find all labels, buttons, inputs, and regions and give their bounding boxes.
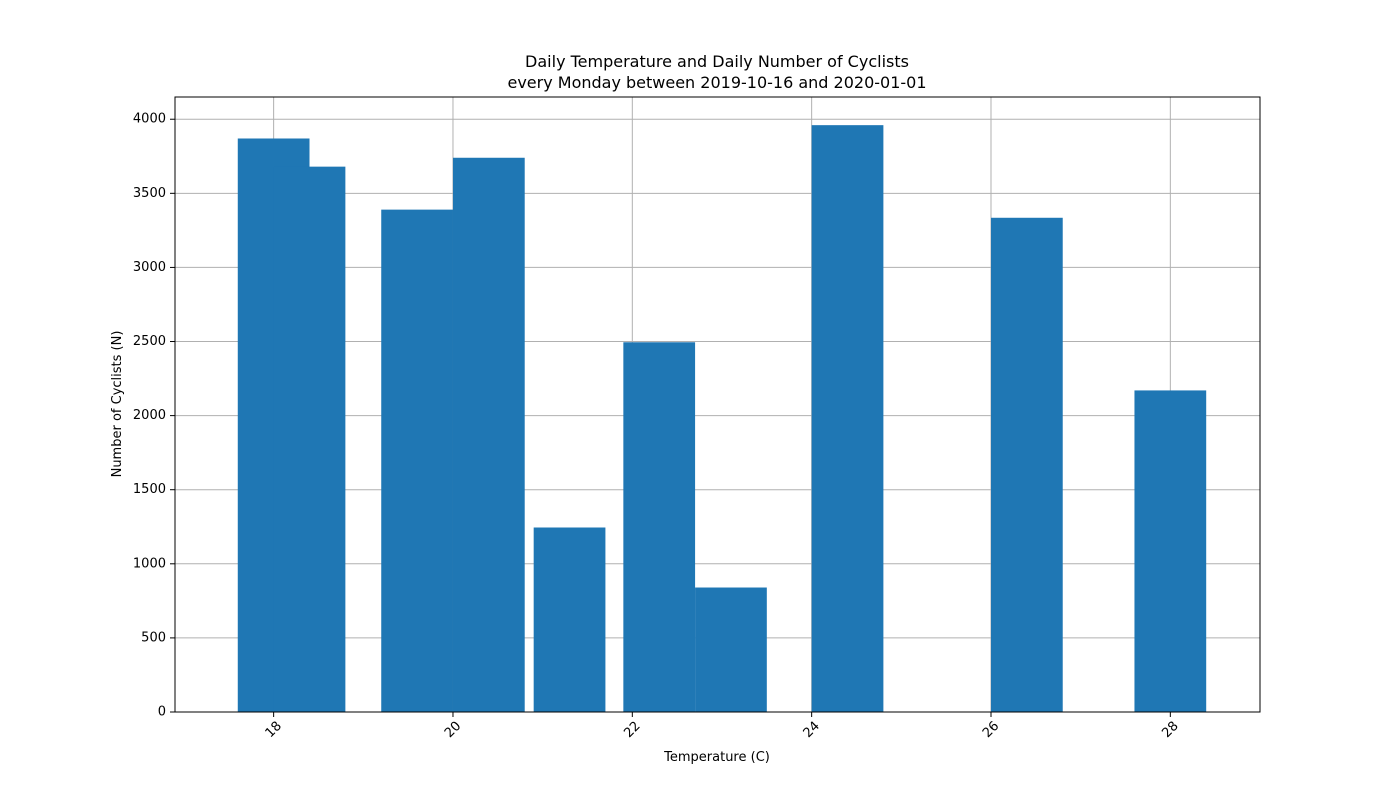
chart-subtitle: every Monday between 2019-10-16 and 2020…: [507, 73, 926, 92]
x-tick-label: 28: [1159, 719, 1181, 741]
y-tick-label: 3000: [133, 260, 166, 275]
bar: [381, 209, 453, 712]
y-tick-label: 0: [158, 705, 166, 720]
x-tick-label: 24: [801, 719, 823, 741]
y-tick-label: 4000: [133, 112, 166, 127]
y-tick-label: 2000: [133, 408, 166, 423]
bar: [811, 125, 884, 713]
bar: [533, 527, 606, 712]
y-axis-label: Number of Cyclists (N): [110, 331, 125, 478]
x-tick-label: 20: [442, 719, 464, 741]
y-tick-label: 500: [141, 630, 166, 645]
bar: [452, 157, 525, 712]
x-tick-label: 22: [621, 719, 643, 741]
bar: [990, 217, 1063, 713]
x-axis-ticks: 18 20 22 24 26 28: [263, 712, 1182, 741]
y-axis-ticks: 0 500 1000 1500 2000 2500 3000 3500 4000: [133, 112, 175, 720]
y-tick-label: 1000: [133, 556, 166, 571]
x-axis-label: Temperature (C): [663, 750, 770, 765]
bar: [273, 166, 346, 712]
chart-title: Daily Temperature and Daily Number of Cy…: [525, 52, 909, 71]
y-tick-label: 2500: [133, 334, 166, 349]
bar: [695, 587, 767, 712]
bars: [237, 125, 1207, 713]
y-tick-label: 1500: [133, 482, 166, 497]
y-tick-label: 3500: [133, 186, 166, 201]
x-tick-label: 18: [263, 719, 285, 741]
x-tick-label: 26: [980, 719, 1002, 741]
bar: [1134, 390, 1207, 712]
plot-frame: [174, 96, 1261, 713]
bar: [623, 342, 696, 712]
